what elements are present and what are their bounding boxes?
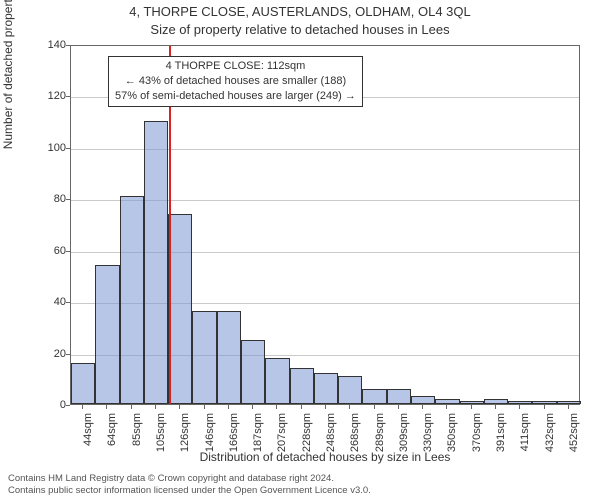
annotation-line1: 4 THORPE CLOSE: 112sqm (115, 59, 356, 74)
x-tick-label: 391sqm (495, 413, 507, 453)
x-tick-mark (204, 405, 205, 409)
x-tick-label: 452sqm (568, 413, 580, 453)
histogram-bar (460, 401, 484, 404)
x-tick-label: 105sqm (155, 413, 167, 453)
histogram-bar (387, 389, 411, 404)
histogram-bar (241, 340, 265, 404)
x-tick-label: 146sqm (204, 413, 216, 453)
histogram-bar (314, 373, 338, 404)
y-tick-label: 100 (36, 142, 66, 154)
x-tick-mark (446, 405, 447, 409)
x-tick-label: 187sqm (252, 413, 264, 453)
x-tick-mark (106, 405, 107, 409)
histogram-bar (217, 311, 241, 404)
x-tick-mark (422, 405, 423, 409)
y-tick-mark (66, 148, 70, 149)
x-tick-mark (155, 405, 156, 409)
chart-container: 4, THORPE CLOSE, AUSTERLANDS, OLDHAM, OL… (0, 0, 600, 500)
y-tick-mark (66, 354, 70, 355)
histogram-bar (192, 311, 216, 404)
x-tick-label: 330sqm (422, 413, 434, 453)
annotation-line2: ← 43% of detached houses are smaller (18… (115, 74, 356, 89)
y-tick-label: 120 (36, 90, 66, 102)
histogram-bar (71, 363, 95, 404)
histogram-bar (95, 265, 119, 404)
chart-title: 4, THORPE CLOSE, AUSTERLANDS, OLDHAM, OL… (0, 4, 600, 19)
x-tick-label: 350sqm (446, 413, 458, 453)
x-tick-label: 411sqm (519, 413, 531, 453)
x-tick-label: 248sqm (325, 413, 337, 453)
x-tick-label: 64sqm (106, 413, 118, 453)
x-tick-mark (252, 405, 253, 409)
attribution: Contains HM Land Registry data © Crown c… (8, 473, 371, 497)
histogram-bar (362, 389, 386, 404)
x-tick-label: 289sqm (374, 413, 386, 453)
attribution-line1: Contains HM Land Registry data © Crown c… (8, 473, 371, 485)
chart-subtitle: Size of property relative to detached ho… (0, 22, 600, 37)
x-tick-label: 432sqm (544, 413, 556, 453)
x-tick-label: 228sqm (301, 413, 313, 453)
histogram-bar (557, 401, 581, 404)
histogram-bar (532, 401, 556, 404)
histogram-bar (290, 368, 314, 404)
y-tick-mark (66, 199, 70, 200)
x-tick-mark (398, 405, 399, 409)
x-tick-label: 44sqm (82, 413, 94, 453)
histogram-bar (265, 358, 289, 404)
x-tick-mark (228, 405, 229, 409)
x-tick-mark (131, 405, 132, 409)
x-tick-label: 370sqm (471, 413, 483, 453)
x-tick-mark (301, 405, 302, 409)
histogram-bar (168, 214, 192, 404)
x-tick-label: 207sqm (276, 413, 288, 453)
x-tick-mark (544, 405, 545, 409)
x-tick-label: 309sqm (398, 413, 410, 453)
x-tick-label: 268sqm (349, 413, 361, 453)
histogram-bar (508, 401, 532, 404)
y-tick-label: 60 (36, 245, 66, 257)
y-tick-label: 80 (36, 193, 66, 205)
histogram-bar (411, 396, 435, 404)
x-tick-mark (82, 405, 83, 409)
histogram-bar (435, 399, 459, 404)
x-tick-label: 166sqm (228, 413, 240, 453)
histogram-bar (338, 376, 362, 404)
y-tick-mark (66, 405, 70, 406)
y-tick-label: 0 (36, 399, 66, 411)
y-axis-label: Number of detached properties (1, 0, 15, 149)
y-tick-mark (66, 251, 70, 252)
x-tick-label: 126sqm (179, 413, 191, 453)
x-tick-mark (568, 405, 569, 409)
attribution-line2: Contains public sector information licen… (8, 485, 371, 497)
x-tick-mark (325, 405, 326, 409)
x-tick-mark (495, 405, 496, 409)
annotation-box: 4 THORPE CLOSE: 112sqm ← 43% of detached… (108, 56, 363, 107)
histogram-bar (484, 399, 508, 404)
y-tick-label: 140 (36, 39, 66, 51)
y-tick-label: 20 (36, 348, 66, 360)
x-tick-mark (471, 405, 472, 409)
y-tick-mark (66, 45, 70, 46)
x-tick-mark (179, 405, 180, 409)
x-tick-mark (276, 405, 277, 409)
y-tick-mark (66, 302, 70, 303)
x-tick-label: 85sqm (131, 413, 143, 453)
x-tick-mark (349, 405, 350, 409)
x-tick-mark (374, 405, 375, 409)
x-tick-mark (519, 405, 520, 409)
y-tick-label: 40 (36, 296, 66, 308)
histogram-bar (120, 196, 144, 404)
y-tick-mark (66, 96, 70, 97)
histogram-bar (144, 121, 168, 404)
annotation-line3: 57% of semi-detached houses are larger (… (115, 89, 356, 104)
